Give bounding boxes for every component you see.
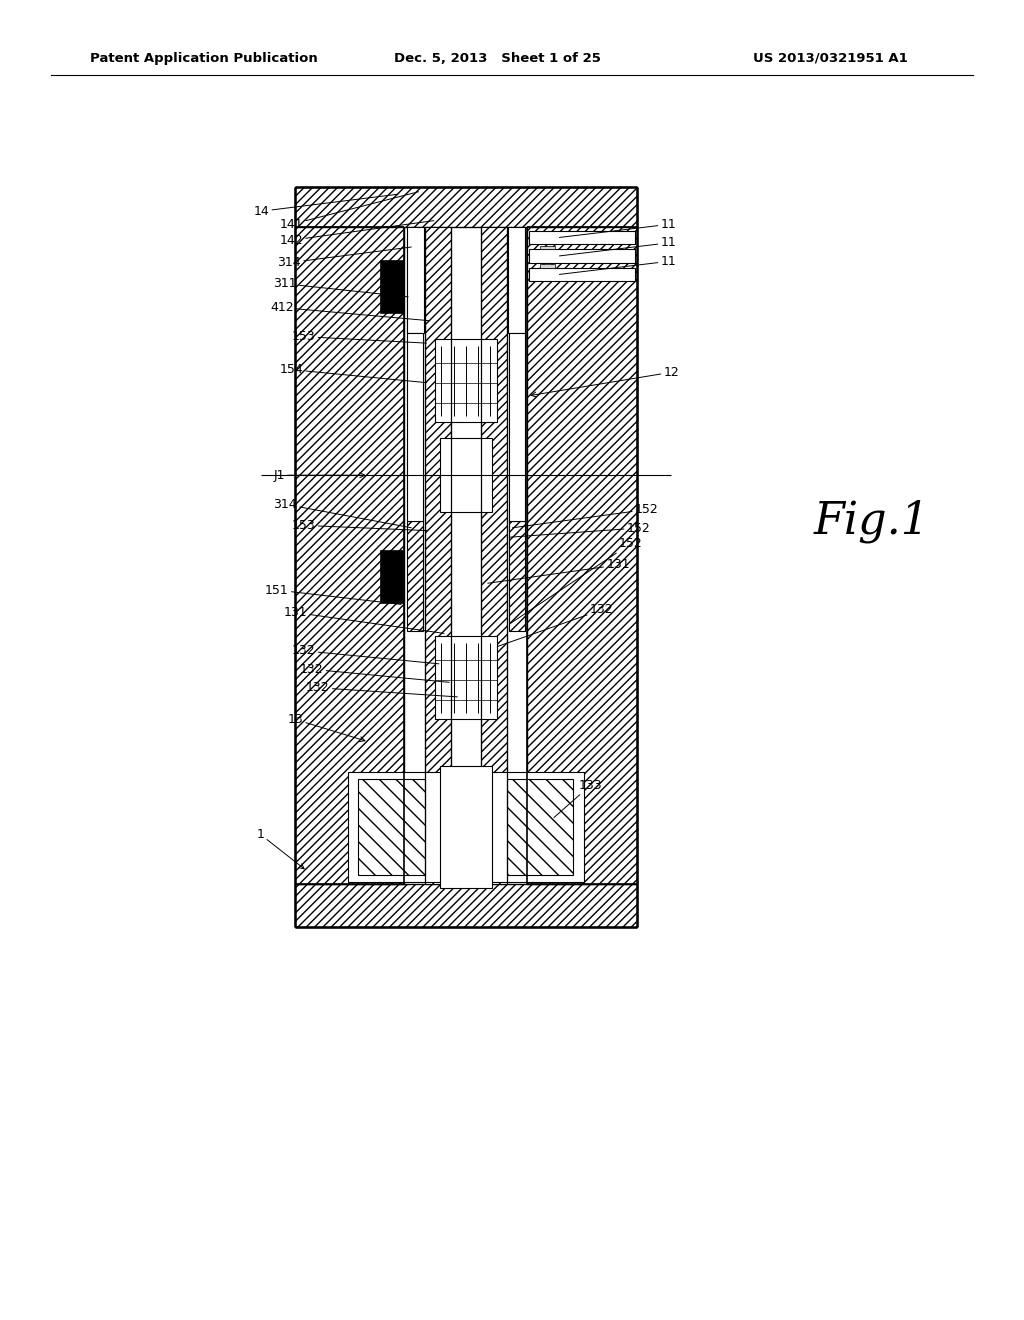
Text: 11: 11: [559, 255, 676, 275]
Text: 141: 141: [280, 191, 419, 231]
Polygon shape: [295, 884, 637, 927]
Bar: [440, 766, 492, 888]
Text: 14: 14: [254, 194, 398, 218]
Text: 13: 13: [288, 713, 365, 742]
Bar: [509, 333, 525, 521]
Polygon shape: [407, 240, 423, 333]
Text: 12: 12: [531, 366, 679, 397]
Text: 131: 131: [284, 606, 444, 634]
Polygon shape: [509, 521, 525, 631]
Bar: [440, 438, 492, 512]
Polygon shape: [507, 779, 573, 875]
Text: 152: 152: [512, 503, 658, 528]
Text: 132: 132: [292, 644, 439, 664]
Bar: [435, 636, 497, 719]
Text: 152: 152: [510, 537, 642, 623]
Text: 132: 132: [498, 603, 613, 647]
Bar: [508, 227, 525, 333]
Text: 314: 314: [273, 498, 412, 528]
Text: 154: 154: [280, 363, 427, 383]
Text: 133: 133: [554, 779, 602, 817]
Bar: [529, 249, 635, 263]
Bar: [540, 246, 555, 249]
Bar: [407, 227, 424, 333]
Text: 311: 311: [273, 277, 409, 297]
Text: 132: 132: [306, 681, 458, 697]
Bar: [529, 231, 635, 244]
Text: 132: 132: [300, 663, 450, 682]
Text: 11: 11: [559, 236, 676, 256]
Bar: [380, 260, 404, 313]
Text: 412: 412: [270, 301, 429, 321]
Polygon shape: [358, 779, 425, 875]
Text: 314: 314: [278, 247, 412, 269]
Text: 142: 142: [280, 220, 434, 247]
Bar: [407, 333, 423, 521]
Text: Patent Application Publication: Patent Application Publication: [90, 51, 317, 65]
Text: 153: 153: [292, 519, 427, 532]
Bar: [529, 268, 635, 281]
Polygon shape: [527, 227, 637, 884]
Polygon shape: [425, 227, 451, 884]
Polygon shape: [295, 187, 637, 227]
Text: 11: 11: [559, 218, 676, 238]
Text: 153: 153: [292, 330, 427, 343]
Text: Dec. 5, 2013   Sheet 1 of 25: Dec. 5, 2013 Sheet 1 of 25: [394, 51, 601, 65]
Text: 1: 1: [256, 828, 304, 869]
Bar: [540, 264, 555, 268]
Polygon shape: [481, 227, 507, 884]
Text: 152: 152: [510, 521, 650, 537]
Bar: [348, 772, 584, 882]
Text: J1: J1: [273, 469, 365, 482]
Polygon shape: [404, 227, 527, 884]
Text: US 2013/0321951 A1: US 2013/0321951 A1: [753, 51, 907, 65]
Text: 151: 151: [265, 583, 401, 605]
Polygon shape: [407, 521, 423, 631]
Polygon shape: [509, 240, 525, 333]
Text: 131: 131: [487, 558, 630, 583]
Bar: [435, 339, 497, 422]
Polygon shape: [295, 227, 404, 884]
Text: Fig.1: Fig.1: [814, 500, 930, 543]
Bar: [380, 549, 404, 602]
